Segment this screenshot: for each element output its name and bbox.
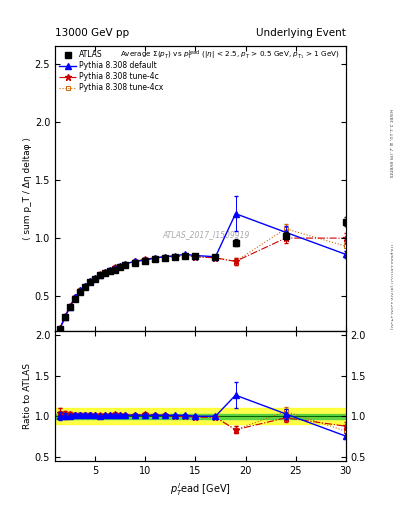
Y-axis label: Ratio to ATLAS: Ratio to ATLAS [23, 363, 32, 429]
Y-axis label: ⟨ sum p_T / Δη deltaφ ⟩: ⟨ sum p_T / Δη deltaφ ⟩ [23, 137, 32, 240]
X-axis label: $p_T^{\,l}$ead [GeV]: $p_T^{\,l}$ead [GeV] [170, 481, 231, 498]
Text: Rivet 3.1.10, ≥ 2.7M events: Rivet 3.1.10, ≥ 2.7M events [389, 109, 393, 178]
Text: Underlying Event: Underlying Event [256, 28, 346, 38]
Text: ATLAS_2017_I1509919: ATLAS_2017_I1509919 [163, 230, 250, 239]
Bar [55, 408, 346, 424]
Text: Average $\Sigma(p_T)$ vs $p_T^{\mathrm{lead}}$ ($|\eta|$ < 2.5, $p_T$ > 0.5 GeV,: Average $\Sigma(p_T)$ vs $p_T^{\mathrm{l… [120, 49, 340, 62]
Text: mcplots.cern.ch [arXiv:1306.3436]: mcplots.cern.ch [arXiv:1306.3436] [389, 244, 393, 329]
Bar [55, 414, 346, 419]
Text: 13000 GeV pp: 13000 GeV pp [55, 28, 129, 38]
Legend: ATLAS, Pythia 8.308 default, Pythia 8.308 tune-4c, Pythia 8.308 tune-4cx: ATLAS, Pythia 8.308 default, Pythia 8.30… [58, 49, 165, 94]
